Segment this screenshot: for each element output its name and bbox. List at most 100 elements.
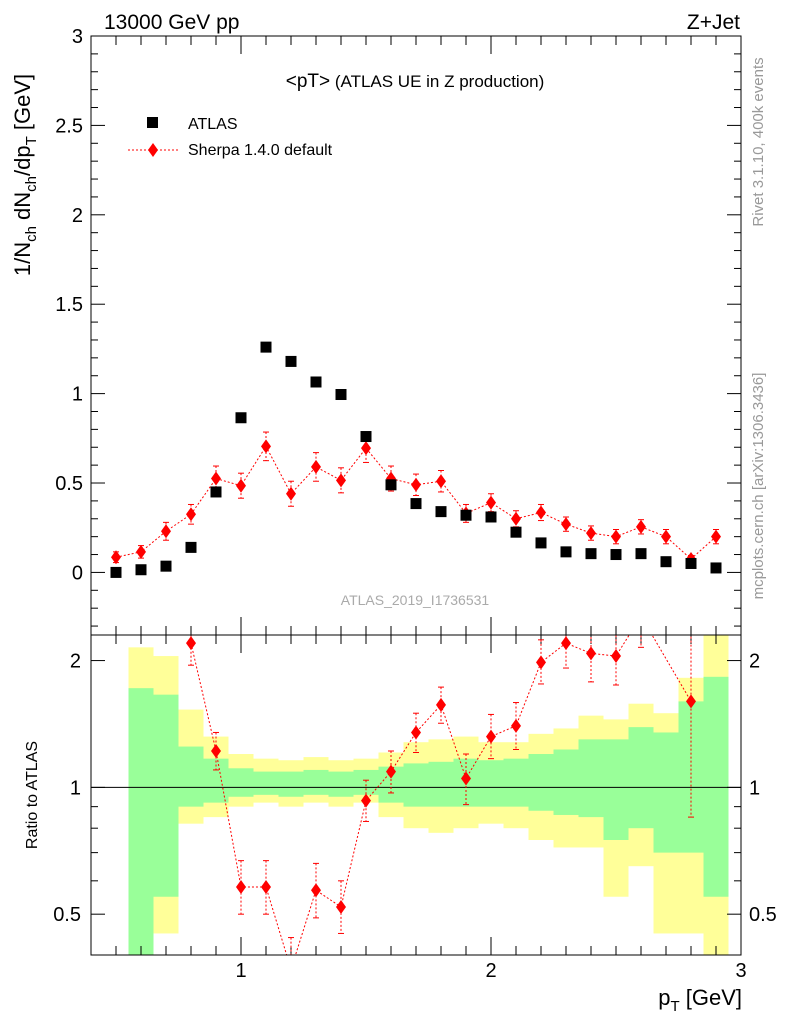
sherpa-point — [136, 544, 146, 559]
main-y-tick-label: 0 — [72, 562, 83, 584]
ratio-stat-band — [353, 769, 379, 795]
main-y-tick-label: 2.5 — [55, 115, 83, 137]
sherpa-point — [411, 477, 421, 492]
x-tick-label: 3 — [735, 960, 746, 982]
sherpa-point — [311, 459, 321, 474]
ratio-sherpa-series — [186, 609, 696, 976]
ratio-stat-band — [553, 749, 579, 815]
atlas-point — [460, 509, 472, 521]
ratio-sherpa-point — [511, 718, 521, 733]
ratio-y-tick-label: 2 — [70, 651, 81, 673]
atlas-point — [685, 557, 697, 569]
ratio-sherpa-point — [686, 694, 696, 709]
ratio-sherpa-line — [190, 635, 692, 955]
atlas-point — [435, 506, 447, 518]
ratio-sherpa-point — [611, 649, 621, 664]
x-axis-label: pT [GeV] — [658, 985, 742, 1015]
ratio-sherpa-point — [561, 636, 571, 651]
ratio-sherpa-point — [236, 880, 246, 895]
sherpa-point — [711, 529, 721, 544]
ratio-stat-band — [153, 694, 179, 897]
main-title: <pT> (ATLAS UE in Z production) — [286, 71, 545, 92]
ratio-sherpa-point — [186, 636, 196, 651]
atlas-point — [635, 548, 647, 560]
ratio-y-tick-label-right: 2 — [749, 651, 760, 673]
ratio-stat-band — [603, 739, 629, 841]
atlas-point — [285, 355, 297, 367]
ratio-bands — [128, 635, 729, 955]
header-left-label: 13000 GeV pp — [104, 11, 239, 34]
ratio-sherpa-point — [636, 609, 646, 623]
ratio-sherpa-point — [211, 743, 221, 758]
sherpa-point — [236, 478, 246, 493]
mcplots-label: mcplots.cern.ch [arXiv:1306.3436] — [750, 373, 767, 600]
ratio-y-tick-label: 1 — [70, 777, 81, 799]
main-ticks: 0 0.5 1 1.5 2 2.5 3 — [55, 26, 741, 635]
ratio-y-tick-label-right: 1 — [749, 777, 760, 799]
sherpa-point — [436, 474, 446, 489]
atlas-point — [335, 389, 347, 401]
ratio-sherpa-point — [286, 962, 296, 976]
ratio-sherpa-point — [261, 880, 271, 895]
main-y-axis-label: 1/Nch dNch/dpT [GeV] — [10, 74, 40, 276]
ratio-stat-band — [178, 746, 204, 807]
sherpa-point — [636, 519, 646, 534]
atlas-point — [185, 541, 197, 553]
ratio-stat-band — [703, 676, 729, 897]
atlas-point — [110, 566, 122, 578]
legend-atlas-label: ATLAS — [188, 116, 238, 133]
ratio-sherpa-point — [586, 646, 596, 661]
sherpa-point — [336, 473, 346, 488]
ratio-stat-band — [478, 760, 504, 807]
atlas-point — [410, 498, 422, 510]
x-tick-label: 1 — [235, 960, 246, 982]
atlas-point — [585, 548, 597, 560]
sherpa-point — [486, 495, 496, 510]
sherpa-point — [286, 486, 296, 501]
ratio-panel-frame — [90, 634, 742, 956]
ratio-stat-band — [653, 732, 679, 853]
ratio-sherpa-point — [461, 771, 471, 786]
ratio-sherpa-point — [336, 900, 346, 915]
sherpa-point — [511, 511, 521, 526]
ratio-stat-band — [253, 771, 279, 795]
atlas-point — [135, 564, 147, 576]
ratio-y-axis-label: Ratio to ATLAS — [24, 741, 41, 849]
main-title-sub: (ATLAS UE in Z production) — [330, 72, 544, 91]
ratio-y-tick-label: 0.5 — [53, 904, 81, 926]
ratio-stat-band — [128, 688, 154, 955]
legend-sherpa-label: Sherpa 1.4.0 default — [188, 142, 333, 159]
sherpa-point — [211, 471, 221, 486]
sherpa-point — [561, 517, 571, 532]
ratio-stat-band — [278, 771, 304, 797]
ratio-stat-band — [578, 739, 604, 818]
atlas-point — [560, 546, 572, 558]
analysis-watermark: ATLAS_2019_I1736531 — [341, 592, 490, 608]
atlas-point — [660, 556, 672, 568]
ratio-sherpa-point — [311, 883, 321, 898]
sherpa-point — [536, 505, 546, 520]
legend-sherpa-marker — [148, 143, 158, 157]
main-y-tick-label: 0.5 — [55, 473, 83, 495]
sherpa-point — [186, 507, 196, 522]
atlas-point — [485, 511, 497, 523]
ratio-sherpa-point — [411, 725, 421, 740]
ratio-sherpa-point — [536, 655, 546, 670]
sherpa-point — [161, 524, 171, 539]
sherpa-point — [586, 526, 596, 541]
atlas-point — [360, 431, 372, 443]
sherpa-point — [111, 550, 121, 565]
ratio-stat-band — [303, 769, 329, 795]
ratio-sherpa-point — [436, 697, 446, 712]
legend: ATLAS Sherpa 1.4.0 default — [128, 116, 333, 159]
header-right-label: Z+Jet — [687, 11, 740, 34]
x-tick-label: 2 — [485, 960, 496, 982]
ratio-stat-band — [528, 754, 554, 811]
atlas-point — [160, 560, 172, 572]
ratio-stat-band — [228, 768, 254, 797]
main-y-tick-label: 1.5 — [55, 294, 83, 316]
atlas-point — [210, 486, 222, 498]
atlas-point — [385, 479, 397, 491]
ratio-panel: 0.5 0.5 1 1 2 2 — [53, 609, 777, 976]
